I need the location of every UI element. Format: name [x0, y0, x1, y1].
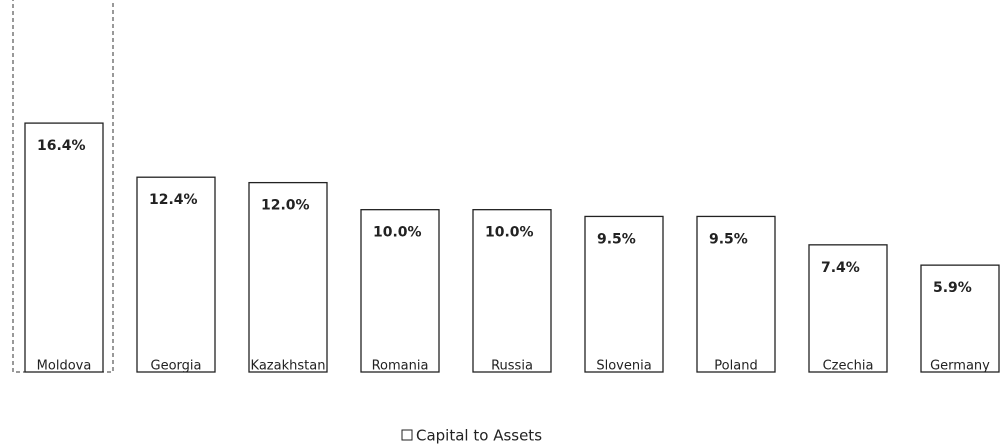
x-tick-label: Slovenia	[596, 359, 651, 374]
value-label: 10.0%	[485, 225, 534, 241]
bar	[248, 181, 328, 373]
value-label: 7.4%	[821, 260, 860, 276]
bar	[472, 209, 552, 373]
bar	[920, 264, 1000, 373]
legend-swatch	[401, 429, 413, 441]
bar	[808, 244, 888, 373]
legend: Capital to Assets	[401, 427, 542, 445]
x-tick-label: Germany	[930, 359, 990, 374]
value-label: 12.0%	[261, 198, 310, 214]
highlight-box	[12, 0, 114, 373]
x-tick-label: Poland	[714, 359, 757, 374]
x-tick-label: Russia	[491, 359, 533, 374]
value-label: 16.4%	[37, 138, 86, 154]
value-label: 10.0%	[373, 225, 422, 241]
x-tick-label: Georgia	[151, 359, 202, 374]
x-tick-label: Romania	[372, 359, 429, 374]
x-tick-label: Kazakhstan	[251, 359, 326, 374]
bar	[696, 215, 776, 373]
x-tick-label: Moldova	[37, 359, 92, 374]
bar	[360, 209, 440, 373]
x-tick-label: Czechia	[823, 359, 874, 374]
bar	[24, 122, 104, 373]
value-label: 12.4%	[149, 192, 198, 208]
bar	[136, 176, 216, 373]
value-label: 5.9%	[933, 280, 972, 296]
value-label: 9.5%	[597, 231, 636, 247]
bar	[584, 215, 664, 373]
value-label: 9.5%	[709, 231, 748, 247]
legend-label: Capital to Assets	[416, 427, 542, 445]
